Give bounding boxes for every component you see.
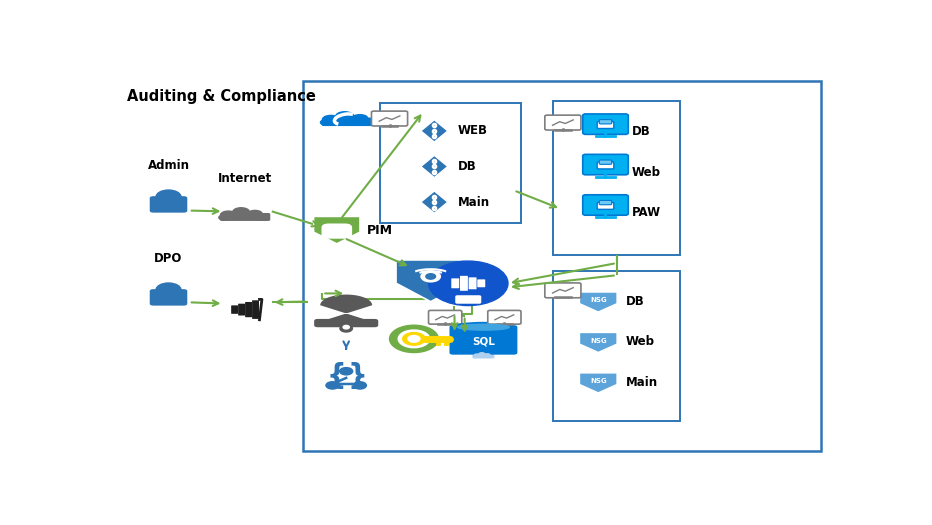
- FancyBboxPatch shape: [451, 278, 459, 288]
- Ellipse shape: [458, 324, 509, 330]
- FancyBboxPatch shape: [597, 121, 614, 129]
- Text: Admin: Admin: [147, 159, 189, 172]
- Ellipse shape: [336, 112, 354, 121]
- FancyBboxPatch shape: [477, 279, 486, 287]
- Polygon shape: [420, 191, 448, 213]
- Ellipse shape: [321, 120, 333, 125]
- FancyBboxPatch shape: [380, 103, 521, 223]
- FancyBboxPatch shape: [322, 118, 377, 126]
- Ellipse shape: [233, 208, 250, 216]
- Circle shape: [340, 325, 352, 332]
- Polygon shape: [396, 260, 465, 302]
- Circle shape: [156, 283, 181, 297]
- FancyBboxPatch shape: [322, 224, 352, 239]
- FancyBboxPatch shape: [599, 160, 611, 164]
- Text: Web: Web: [632, 166, 661, 179]
- Text: NSG: NSG: [590, 379, 607, 384]
- Text: DB: DB: [625, 295, 644, 308]
- Polygon shape: [314, 216, 360, 244]
- FancyBboxPatch shape: [554, 101, 680, 255]
- FancyBboxPatch shape: [582, 195, 628, 215]
- Text: DPO: DPO: [155, 252, 183, 265]
- Circle shape: [398, 330, 430, 348]
- Text: NSG: NSG: [590, 298, 607, 303]
- FancyBboxPatch shape: [314, 319, 378, 327]
- FancyBboxPatch shape: [597, 202, 614, 209]
- FancyBboxPatch shape: [582, 154, 628, 175]
- Circle shape: [426, 274, 435, 279]
- Circle shape: [353, 382, 366, 389]
- FancyBboxPatch shape: [252, 300, 259, 319]
- Text: DB: DB: [459, 160, 477, 173]
- Circle shape: [339, 368, 352, 375]
- Circle shape: [326, 382, 339, 389]
- Text: Main: Main: [625, 376, 658, 389]
- Polygon shape: [580, 373, 617, 393]
- FancyBboxPatch shape: [429, 310, 461, 324]
- FancyBboxPatch shape: [582, 114, 628, 134]
- FancyBboxPatch shape: [372, 111, 407, 126]
- FancyBboxPatch shape: [460, 276, 468, 291]
- Ellipse shape: [219, 215, 230, 220]
- Text: }: }: [348, 362, 368, 390]
- Text: SQL: SQL: [472, 337, 495, 347]
- FancyBboxPatch shape: [449, 325, 517, 355]
- Text: Main: Main: [459, 195, 490, 208]
- FancyBboxPatch shape: [150, 196, 187, 213]
- FancyBboxPatch shape: [473, 354, 494, 359]
- Ellipse shape: [256, 215, 267, 220]
- Circle shape: [429, 261, 508, 306]
- FancyBboxPatch shape: [545, 283, 581, 298]
- Ellipse shape: [352, 114, 368, 122]
- Text: Auditing & Compliance: Auditing & Compliance: [128, 89, 316, 104]
- FancyBboxPatch shape: [469, 277, 476, 289]
- Ellipse shape: [479, 353, 485, 356]
- Ellipse shape: [487, 355, 492, 358]
- Circle shape: [156, 190, 181, 204]
- Polygon shape: [420, 155, 448, 177]
- Text: WEB: WEB: [459, 124, 488, 138]
- FancyBboxPatch shape: [455, 295, 481, 304]
- Polygon shape: [321, 295, 372, 322]
- Ellipse shape: [248, 211, 262, 217]
- Text: Internet: Internet: [218, 173, 272, 185]
- Polygon shape: [420, 120, 448, 142]
- Circle shape: [390, 325, 438, 352]
- Ellipse shape: [322, 116, 339, 123]
- Circle shape: [408, 335, 420, 342]
- FancyBboxPatch shape: [487, 310, 521, 324]
- Text: DB: DB: [632, 125, 651, 138]
- FancyBboxPatch shape: [245, 302, 252, 317]
- Ellipse shape: [221, 211, 236, 218]
- Ellipse shape: [485, 354, 490, 356]
- FancyBboxPatch shape: [597, 162, 614, 169]
- FancyBboxPatch shape: [150, 289, 187, 306]
- FancyBboxPatch shape: [599, 120, 611, 124]
- Text: Web: Web: [625, 335, 654, 349]
- Text: {: {: [326, 362, 346, 390]
- FancyBboxPatch shape: [545, 115, 581, 130]
- FancyBboxPatch shape: [231, 306, 238, 314]
- Ellipse shape: [474, 354, 480, 356]
- Text: PIM: PIM: [367, 224, 393, 237]
- Ellipse shape: [362, 119, 374, 125]
- Text: PAW: PAW: [632, 206, 661, 219]
- Ellipse shape: [453, 322, 514, 332]
- FancyBboxPatch shape: [554, 271, 680, 421]
- FancyBboxPatch shape: [303, 81, 821, 451]
- Circle shape: [421, 271, 441, 282]
- Circle shape: [343, 326, 350, 329]
- Polygon shape: [580, 292, 617, 312]
- Text: NSG: NSG: [590, 338, 607, 344]
- Circle shape: [403, 332, 425, 345]
- Polygon shape: [580, 332, 617, 352]
- FancyBboxPatch shape: [220, 213, 270, 221]
- Ellipse shape: [473, 355, 478, 358]
- FancyBboxPatch shape: [239, 303, 245, 316]
- FancyBboxPatch shape: [599, 201, 611, 205]
